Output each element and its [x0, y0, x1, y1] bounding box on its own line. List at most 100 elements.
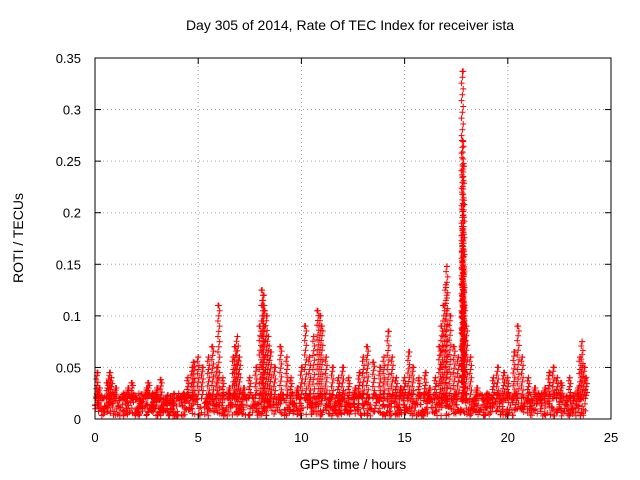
data-point	[459, 109, 466, 116]
data-point	[215, 312, 222, 319]
data-point	[323, 362, 330, 369]
data-point	[319, 361, 326, 368]
data-point	[287, 395, 294, 402]
data-point	[582, 395, 589, 402]
data-point	[355, 376, 362, 383]
data-point	[416, 383, 423, 390]
data-point	[404, 357, 411, 364]
data-point	[322, 382, 329, 389]
data-point	[568, 403, 575, 410]
data-point	[482, 411, 489, 418]
data-point	[278, 386, 285, 393]
data-point	[460, 168, 467, 175]
data-point	[303, 411, 310, 418]
data-point	[487, 403, 494, 410]
data-point	[184, 374, 191, 381]
data-point	[401, 392, 408, 399]
data-point	[263, 312, 270, 319]
data-point	[392, 386, 399, 393]
data-point	[409, 379, 416, 386]
data-point	[309, 352, 316, 359]
data-point	[242, 411, 249, 418]
data-point	[266, 357, 273, 364]
data-point	[450, 356, 457, 363]
data-point	[94, 379, 101, 386]
data-point	[542, 400, 549, 407]
data-point	[294, 411, 301, 418]
data-point	[108, 383, 115, 390]
data-point	[342, 406, 349, 413]
data-point	[204, 358, 211, 365]
data-point	[318, 411, 325, 418]
data-point	[359, 370, 366, 377]
data-point	[208, 382, 215, 389]
data-point	[566, 392, 573, 399]
data-point	[471, 403, 478, 410]
data-point	[459, 91, 466, 98]
data-point	[339, 364, 346, 371]
data-point	[476, 406, 483, 413]
data-point	[291, 400, 298, 407]
data-point	[144, 387, 151, 394]
data-point	[448, 406, 455, 413]
data-point	[114, 399, 121, 406]
data-point	[158, 382, 165, 389]
data-point	[235, 343, 242, 350]
data-point	[572, 408, 579, 415]
data-point	[260, 405, 267, 412]
data-point	[415, 377, 422, 384]
data-point	[419, 412, 426, 419]
data-point	[306, 396, 313, 403]
data-point	[450, 369, 457, 376]
data-point	[443, 279, 450, 286]
data-point	[107, 410, 114, 417]
data-point	[334, 377, 341, 384]
data-point	[310, 333, 317, 340]
data-point	[236, 366, 243, 373]
data-point	[534, 410, 541, 417]
data-point	[252, 372, 259, 379]
data-point	[545, 385, 552, 392]
data-point	[490, 401, 497, 408]
data-point	[108, 374, 115, 381]
data-point	[386, 412, 393, 419]
data-point	[374, 395, 381, 402]
data-point	[482, 404, 489, 411]
data-point	[443, 295, 450, 302]
data-point	[323, 374, 330, 381]
data-point	[196, 387, 203, 394]
data-point	[340, 376, 347, 383]
data-point	[297, 412, 304, 419]
data-point	[264, 352, 271, 359]
data-point	[264, 327, 271, 334]
data-point	[318, 380, 325, 387]
data-point	[518, 395, 525, 402]
data-point	[194, 401, 201, 408]
data-point	[450, 382, 457, 389]
data-point	[352, 410, 359, 417]
data-point	[285, 404, 292, 411]
data-point	[212, 372, 219, 379]
data-point	[273, 401, 280, 408]
data-point	[267, 348, 274, 355]
data-point	[210, 348, 217, 355]
data-point	[253, 387, 260, 394]
data-point	[504, 392, 511, 399]
data-point	[459, 258, 466, 265]
data-point	[458, 154, 465, 161]
data-point	[459, 126, 466, 133]
data-point	[219, 377, 226, 384]
data-point	[266, 382, 273, 389]
data-point	[276, 395, 283, 402]
data-point	[263, 412, 270, 419]
data-point	[519, 391, 526, 398]
data-point	[466, 395, 473, 402]
data-point	[355, 385, 362, 392]
data-point	[504, 383, 511, 390]
data-point	[515, 332, 522, 339]
data-point	[277, 391, 284, 398]
data-point	[199, 379, 206, 386]
data-point	[473, 385, 480, 392]
data-point	[364, 343, 371, 350]
data-point	[232, 401, 239, 408]
